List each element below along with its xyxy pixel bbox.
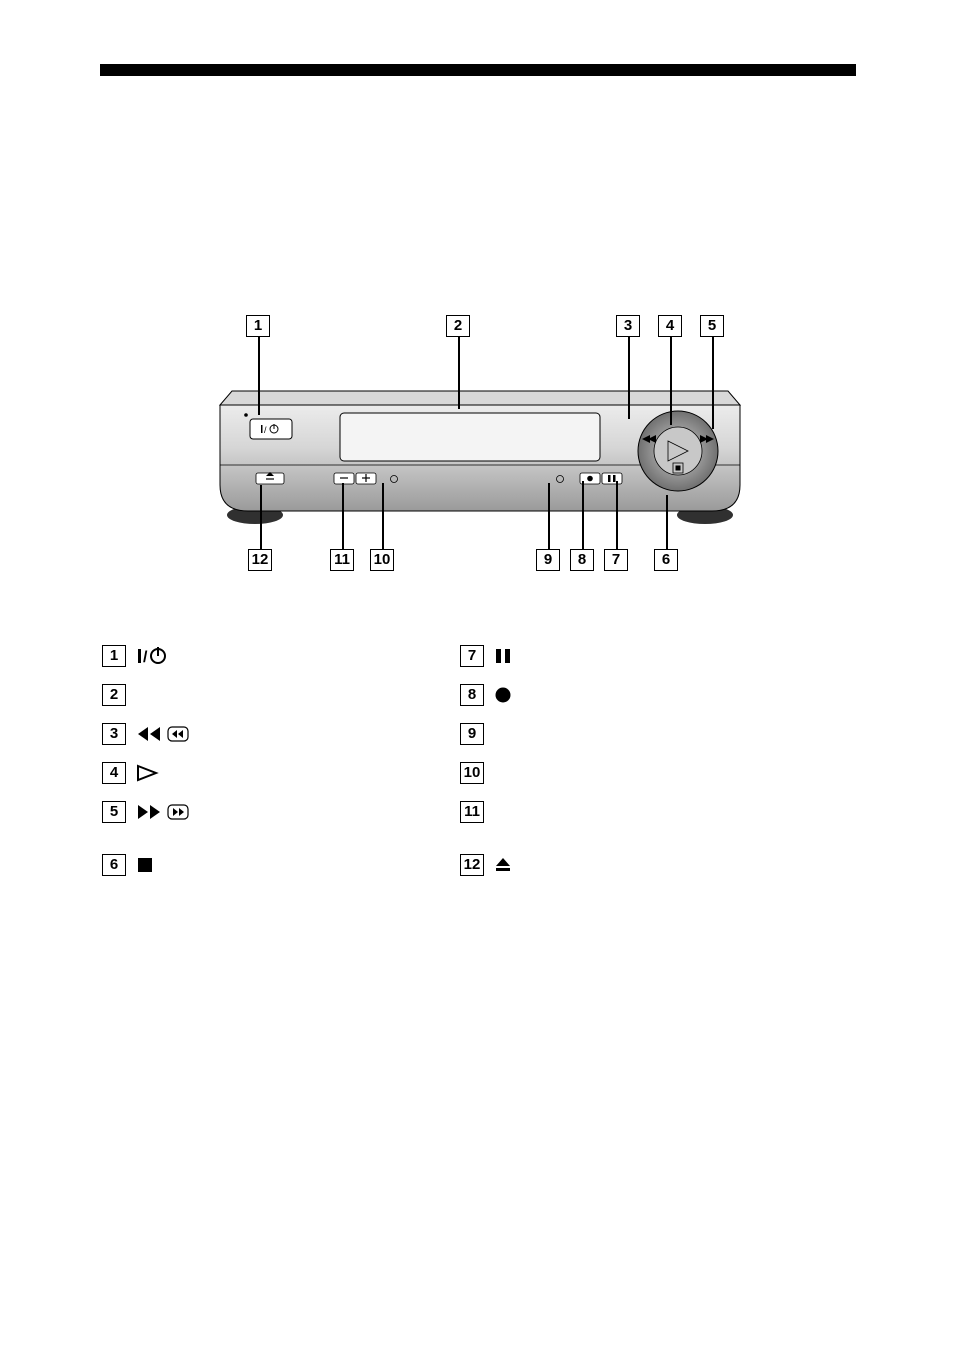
legend-icon-8 (494, 686, 538, 704)
callout-box-10: 10 (370, 549, 394, 571)
legend-left-column: 1 / 2 3 4 5 (102, 636, 522, 884)
callout-box-8: 8 (570, 549, 594, 571)
leader-line (260, 485, 262, 549)
legend-row-7: 7 (460, 636, 880, 675)
leader-line (548, 483, 550, 549)
legend-number-11: 11 (460, 801, 484, 823)
legend-number-2: 2 (102, 684, 126, 706)
callout-box-7: 7 (604, 549, 628, 571)
record-icon (494, 686, 538, 704)
pause-icon (494, 647, 538, 665)
legend-number-6: 6 (102, 854, 126, 876)
callout-box-3: 3 (616, 315, 640, 337)
legend-row-9: 9 (460, 714, 880, 753)
legend-row-10: 10 (460, 753, 880, 792)
leader-line (258, 337, 260, 415)
callout-box-6: 6 (654, 549, 678, 571)
rewind-icon (136, 725, 194, 743)
legend-row-5: 5 (102, 792, 522, 831)
header-rule (100, 64, 856, 76)
legend-icon-3 (136, 725, 194, 743)
legend-number-8: 8 (460, 684, 484, 706)
legend-number-3: 3 (102, 723, 126, 745)
legend-row-3: 3 (102, 714, 522, 753)
leader-line (712, 337, 714, 429)
legend-row-1: 1 / (102, 636, 522, 675)
legend-number-12: 12 (460, 854, 484, 876)
legend-number-9: 9 (460, 723, 484, 745)
legend-row-8: 8 (460, 675, 880, 714)
legend-right-column: 7 8 9 10 11 12 (460, 636, 880, 884)
legend-row-6: 6 (102, 845, 522, 884)
vcr-illustration: / (200, 385, 760, 525)
legend-number-4: 4 (102, 762, 126, 784)
leader-line (342, 483, 344, 549)
callout-box-11: 11 (330, 549, 354, 571)
callout-box-4: 4 (658, 315, 682, 337)
callout-box-5: 5 (700, 315, 724, 337)
power-icon: / (136, 647, 180, 665)
legend-icon-12 (494, 856, 538, 874)
leader-line (666, 495, 668, 549)
legend-icon-5 (136, 803, 194, 821)
leader-line (382, 483, 384, 549)
legend-icon-6 (136, 856, 180, 874)
legend-row-2: 2 (102, 675, 522, 714)
legend-row-12: 12 (460, 845, 880, 884)
callout-box-12: 12 (248, 549, 272, 571)
eject-icon (494, 856, 538, 874)
legend-icon-4 (136, 764, 180, 782)
callout-box-2: 2 (446, 315, 470, 337)
legend-number-5: 5 (102, 801, 126, 823)
legend-row-4: 4 (102, 753, 522, 792)
legend-row-11: 11 (460, 792, 880, 831)
leader-line (670, 337, 672, 425)
legend-icon-7 (494, 647, 538, 665)
legend-icon-1: / (136, 647, 180, 665)
callout-box-1: 1 (246, 315, 270, 337)
vcr-diagram: / (200, 315, 760, 575)
leader-line (616, 481, 618, 549)
legend-number-10: 10 (460, 762, 484, 784)
leader-line (582, 481, 584, 549)
leader-line (628, 337, 630, 419)
legend-number-1: 1 (102, 645, 126, 667)
leader-line (458, 337, 460, 409)
fast-forward-icon (136, 803, 194, 821)
callout-box-9: 9 (536, 549, 560, 571)
legend-number-7: 7 (460, 645, 484, 667)
stop-icon (136, 856, 180, 874)
play-icon (136, 764, 180, 782)
svg-text:/: / (143, 649, 148, 665)
